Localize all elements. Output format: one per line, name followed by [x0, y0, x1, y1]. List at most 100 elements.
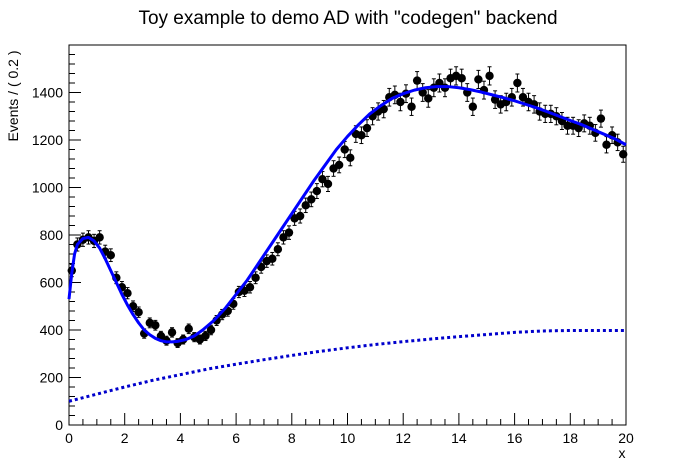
plot-frame	[68, 44, 627, 426]
data-point	[201, 330, 210, 342]
data-point	[268, 251, 277, 266]
data-marker	[123, 288, 132, 298]
data-point	[134, 306, 143, 318]
data-point	[301, 197, 310, 214]
data-point	[574, 119, 583, 138]
x-tick-label: 16	[507, 430, 523, 446]
data-point	[307, 191, 316, 208]
data-marker	[279, 233, 288, 242]
data-point	[151, 319, 160, 331]
data-marker	[379, 104, 388, 114]
x-tick-label: 20	[618, 430, 634, 446]
data-marker	[596, 114, 606, 123]
data-point	[463, 83, 472, 102]
data-point	[206, 324, 216, 336]
data-marker	[474, 75, 483, 84]
y-tick-label: 400	[40, 322, 64, 338]
x-tick-label: 8	[288, 430, 296, 446]
data-marker	[201, 331, 210, 341]
data-point	[418, 83, 427, 102]
data-marker	[323, 179, 333, 189]
data-marker	[167, 328, 177, 337]
background-curve	[68, 328, 626, 403]
data-point	[357, 126, 366, 145]
y-tick-label: 1000	[32, 180, 63, 196]
data-point	[284, 225, 294, 240]
data-point	[323, 175, 333, 193]
data-point	[95, 230, 104, 245]
data-marker	[468, 102, 478, 111]
data-marker	[362, 123, 372, 133]
x-tick-label: 0	[65, 430, 73, 446]
data-marker	[334, 160, 344, 170]
data-point	[518, 87, 528, 107]
data-marker	[340, 145, 349, 154]
data-marker	[295, 211, 305, 221]
data-point	[279, 230, 288, 245]
data-point	[362, 119, 372, 138]
data-point	[334, 156, 344, 174]
data-marker	[407, 102, 416, 111]
data-marker	[106, 250, 115, 260]
y-axis-label: Events / ( 0.2 )	[5, 50, 21, 141]
x-tick-label: 2	[121, 430, 129, 446]
data-point	[457, 68, 466, 88]
data-point	[106, 248, 115, 263]
x-tick-label: 6	[232, 430, 240, 446]
data-point	[602, 136, 611, 154]
x-tick-label: 4	[177, 430, 185, 446]
data-point	[295, 208, 305, 224]
data-marker	[206, 325, 216, 335]
data-point	[346, 149, 355, 167]
data-point	[474, 69, 483, 89]
data-point	[251, 271, 260, 285]
data-point	[273, 242, 283, 257]
x-tick-label: 14	[451, 430, 467, 446]
x-axis-label: x	[619, 445, 626, 461]
data-marker	[251, 273, 260, 282]
data-marker	[574, 123, 583, 133]
data-point	[424, 89, 433, 108]
data-point	[502, 92, 511, 112]
data-marker	[513, 78, 522, 88]
data-marker	[273, 245, 283, 254]
data-marker	[184, 324, 193, 334]
y-tick-label: 1400	[32, 85, 63, 101]
data-marker	[485, 71, 494, 81]
data-marker	[457, 74, 466, 83]
data-point	[479, 80, 489, 100]
x-tick-label: 12	[395, 430, 411, 446]
data-marker	[396, 97, 405, 107]
chart-title: Toy example to demo AD with "codegen" ba…	[138, 8, 557, 29]
data-marker	[95, 233, 104, 242]
y-tick-label: 0	[55, 417, 63, 433]
data-marker	[518, 93, 528, 102]
x-tick-label: 10	[340, 430, 356, 446]
data-point	[619, 145, 628, 163]
data-point	[184, 323, 193, 335]
y-tick-label: 600	[40, 275, 64, 291]
data-point	[407, 97, 416, 116]
x-tick-label: 18	[563, 430, 579, 446]
fit-curve	[67, 85, 627, 344]
data-marker	[418, 88, 427, 97]
data-point	[245, 281, 255, 294]
data-marker	[312, 186, 322, 196]
y-tick-label: 800	[40, 227, 64, 243]
data-point	[312, 183, 322, 200]
data-point	[167, 327, 177, 338]
data-marker	[134, 307, 143, 317]
data-marker	[151, 321, 160, 330]
data-marker	[412, 76, 422, 85]
data-marker	[156, 331, 166, 341]
axes: 0 2 4 6 8 10 12 14 16 18 2002004006008001000120014…	[32, 44, 634, 446]
data-marker	[284, 228, 294, 237]
data-point	[412, 71, 422, 91]
data-marker	[245, 283, 255, 292]
data-marker	[357, 131, 366, 140]
data-point	[123, 287, 132, 300]
data-point	[485, 66, 494, 86]
data-marker	[307, 195, 316, 204]
marks	[67, 66, 628, 403]
